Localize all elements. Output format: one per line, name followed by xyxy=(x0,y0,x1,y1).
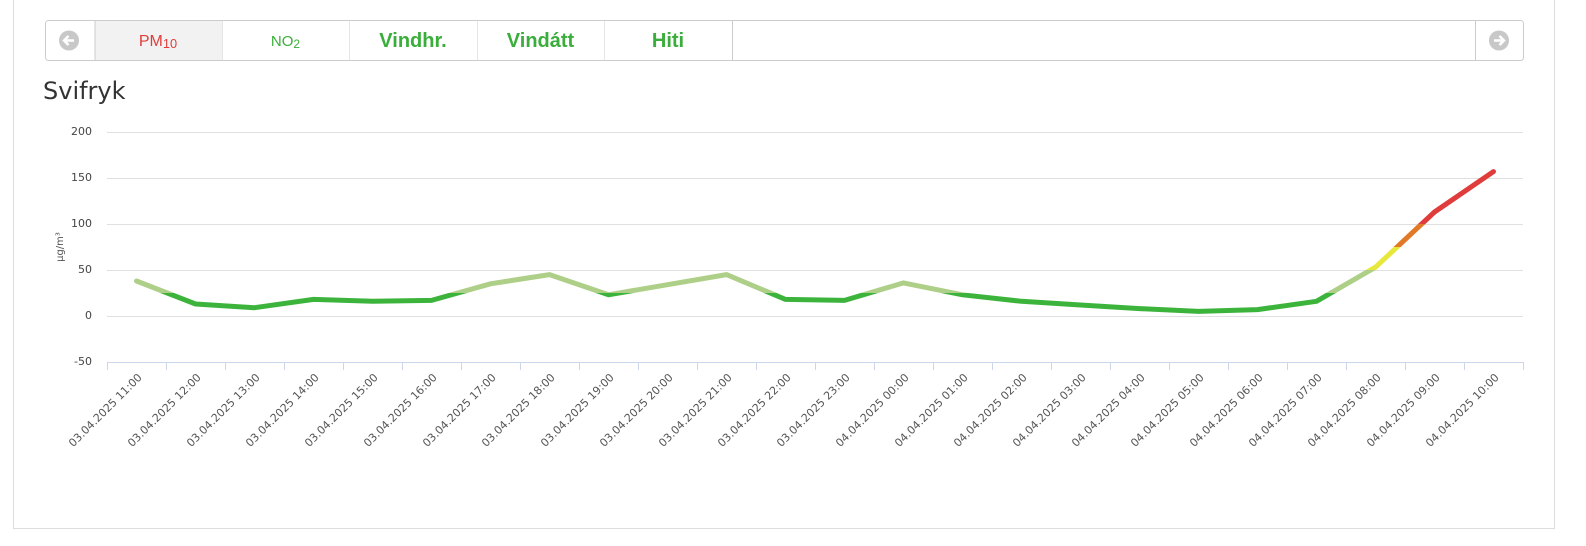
tab-label-main: PM xyxy=(139,33,163,50)
y-tick-label: 200 xyxy=(71,125,92,138)
tab-label: Hiti xyxy=(652,30,684,52)
next-button[interactable] xyxy=(1475,21,1510,60)
tab[interactable]: Vindhr. xyxy=(350,21,478,60)
tab-label: Vindátt xyxy=(507,30,575,52)
tab-bg xyxy=(477,21,605,60)
data-line xyxy=(134,169,1496,314)
y-tick-label: 150 xyxy=(71,171,92,184)
tab-label-sub: 10 xyxy=(163,36,177,51)
tab-bar: PM10 NO2 Vindhr. Vindátt Hiti xyxy=(45,20,1524,61)
tab-label-sub: 2 xyxy=(293,37,300,51)
y-tick-label: 0 xyxy=(85,309,92,322)
tabs: PM10 NO2 Vindhr. Vindátt Hiti xyxy=(94,21,733,60)
y-tick-label: 100 xyxy=(71,217,92,230)
tab-label-main: Hiti xyxy=(652,30,684,52)
tab-bg xyxy=(605,21,733,60)
tab-label-main: Vindátt xyxy=(507,30,575,52)
prev-button[interactable] xyxy=(59,30,79,51)
tab-label: NO2 xyxy=(271,33,301,51)
tab-bg xyxy=(350,21,478,60)
tab-label: Vindhr. xyxy=(379,30,446,52)
tab-label: PM10 xyxy=(139,33,177,51)
tab[interactable]: PM10 xyxy=(94,21,223,60)
tab[interactable]: NO2 xyxy=(222,21,351,60)
tab[interactable]: Vindátt xyxy=(477,21,606,60)
tab-bg xyxy=(95,21,223,60)
y-tick-label: 50 xyxy=(78,263,92,276)
tab-label-main: NO xyxy=(271,33,294,50)
tab-bg xyxy=(222,21,350,60)
next-arrow xyxy=(1494,35,1506,46)
tab-label-main: Vindhr. xyxy=(379,30,446,52)
y-axis-label: µg/m³ xyxy=(55,232,66,262)
chart-title: Svifryk xyxy=(43,77,126,105)
tab[interactable]: Hiti xyxy=(605,21,733,60)
y-tick-label: -50 xyxy=(74,355,92,368)
prev-arrow xyxy=(62,35,74,46)
panel xyxy=(13,0,1555,529)
